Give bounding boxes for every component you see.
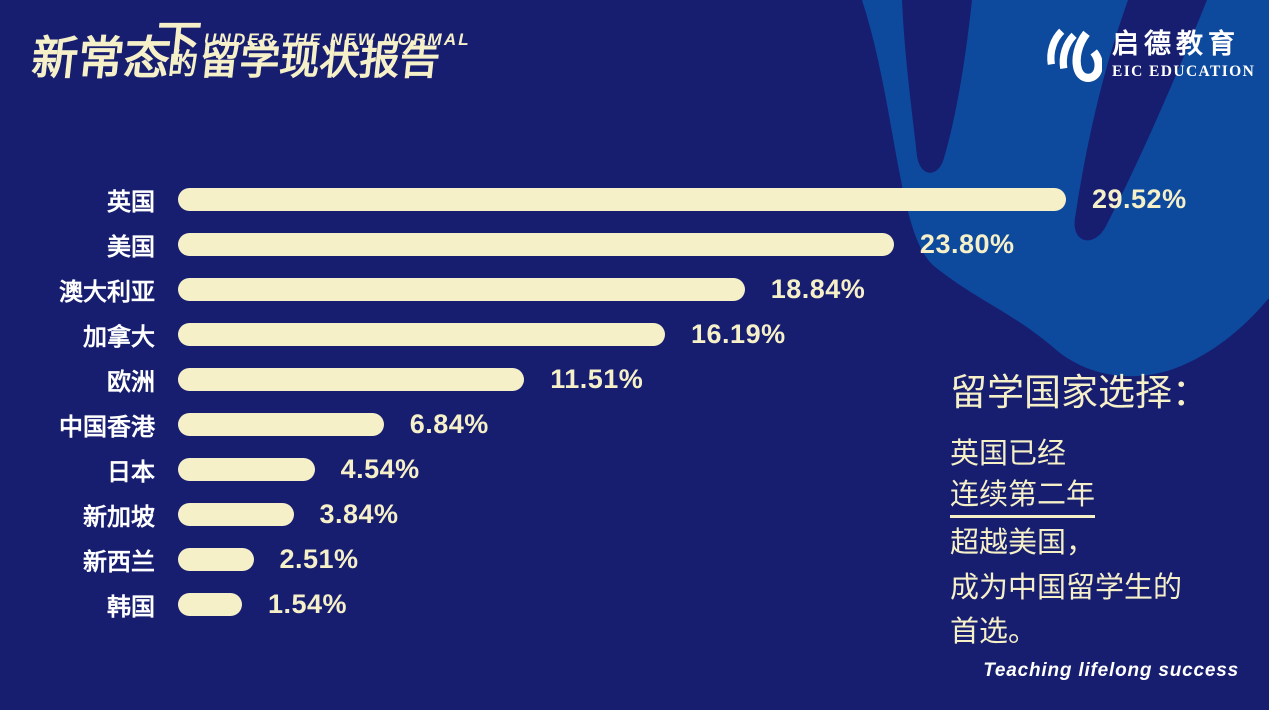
annotation-line: 连续第二年 [950, 477, 1096, 518]
bar-chart: 英国 29.52% 美国 23.80% 澳大利亚 18.84% 加拿大 16.19% 欧洲 11.… [0, 177, 1269, 627]
chart-row: 加拿大 16.19% [0, 312, 1269, 357]
chart-row: 韩国 1.54% [0, 582, 1269, 627]
category-label: 中国香港 [59, 414, 155, 441]
value-label: 16.19% [691, 319, 786, 349]
logo-name-english: EIC EDUCATION [1112, 62, 1256, 80]
chart-row: 英国 29.52% [0, 177, 1269, 222]
value-label: 6.84% [409, 409, 489, 439]
annotation-line: 成为中国留学生的 [950, 571, 1183, 604]
bar [178, 278, 745, 301]
bar [178, 548, 254, 571]
annotation-line: 超越美国， [950, 527, 1096, 559]
bar [178, 323, 666, 346]
value-label: 4.54% [340, 454, 420, 484]
swoosh-gap-stroke-left [902, 0, 972, 173]
chart-row: 新加坡 3.84% [0, 492, 1269, 537]
category-label: 日本 [107, 459, 155, 486]
category-label: 韩国 [107, 594, 155, 621]
value-label: 29.52% [1092, 184, 1187, 214]
chart-row: 澳大利亚 18.84% [0, 267, 1269, 312]
category-label: 澳大利亚 [59, 279, 155, 306]
annotation-panel: 留学国家选择： 英国已经连续第二年超越美国， 成为中国留学生的 首选。 [950, 362, 1250, 655]
category-label: 欧洲 [107, 369, 155, 396]
logo-text: 启德教育 EIC EDUCATION [1112, 24, 1255, 81]
title-part-report: 留学现状报告 [197, 39, 443, 83]
annotation-body: 英国已经连续第二年超越美国， 成为中国留学生的 首选。 [950, 432, 1250, 655]
category-label: 新加坡 [83, 504, 155, 531]
value-label: 11.51% [550, 364, 644, 394]
eic-swoosh-logo-icon [1047, 28, 1102, 82]
annotation-title: 留学国家选择： [950, 372, 1209, 413]
title-part-xia: 下 [152, 17, 204, 68]
annotation-line: 首选。 [950, 616, 1038, 648]
subtitle-english: UNDER THE NEW NORMAL [204, 30, 471, 49]
category-label: 加拿大 [83, 324, 155, 351]
bar [178, 593, 242, 616]
bar [178, 413, 384, 436]
category-label: 英国 [107, 189, 155, 216]
logo-name-chinese: 启德教育 [1112, 29, 1240, 59]
annotation-line: 英国已经 [950, 438, 1067, 470]
bar [178, 368, 525, 391]
bar [178, 458, 315, 481]
footer-slogan: Teaching lifelong success [983, 660, 1239, 681]
bar [178, 188, 1066, 211]
category-label: 美国 [107, 234, 155, 261]
title-part-xinchangtai: 新常态 [29, 32, 173, 84]
value-label: 3.84% [319, 499, 399, 529]
value-label: 2.51% [279, 544, 359, 574]
page-title: 新常态下的留学现状报告 [29, 17, 443, 85]
bar [178, 503, 294, 526]
value-label: 18.84% [770, 274, 866, 304]
chart-row: 欧洲 11.51% [0, 357, 1269, 402]
chart-row: 美国 23.80% [0, 222, 1269, 267]
value-label: 1.54% [268, 589, 348, 619]
value-label: 23.80% [919, 229, 1015, 259]
category-label: 新西兰 [83, 549, 155, 576]
bar [178, 233, 894, 256]
chart-row: 日本 4.54% [0, 447, 1269, 492]
chart-row: 新西兰 2.51% [0, 537, 1269, 582]
chart-row: 中国香港 6.84% [0, 402, 1269, 447]
eic-logo: 启德教育 EIC EDUCATION [1040, 24, 1255, 86]
